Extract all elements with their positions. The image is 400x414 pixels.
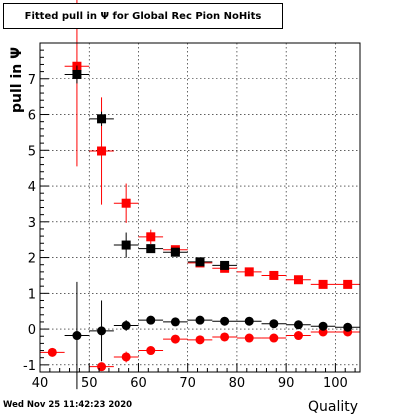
y-tick-label: 7 (28, 73, 36, 88)
y-tick-label: 1 (28, 287, 36, 302)
y-tick-label: -1 (23, 359, 36, 374)
y-tick-label: 5 (28, 144, 36, 159)
square-marker (170, 247, 180, 257)
grid-lines (39, 43, 360, 372)
data-marks (40, 0, 360, 390)
axis-ticks: 40 50 60 70 80 90 100 -1 0 1 2 3 4 5 6 7 (23, 49, 356, 391)
circle-marker (293, 331, 303, 341)
circle-marker (343, 322, 353, 332)
circle-marker (293, 320, 303, 330)
y-tick-label: 0 (28, 323, 36, 338)
square-marker (146, 232, 156, 242)
y-tick-label: 2 (28, 252, 36, 267)
square-marker (293, 275, 303, 285)
circle-marker (244, 316, 254, 326)
circle-marker (97, 326, 107, 336)
square-marker (121, 198, 131, 208)
square-marker (343, 279, 353, 289)
square-marker (72, 69, 82, 79)
square-marker (269, 270, 279, 280)
x-tick-label: 50 (81, 376, 98, 391)
circle-marker (72, 331, 82, 341)
square-marker (318, 279, 328, 289)
circle-marker (121, 352, 131, 362)
y-axis-label: pull in Ψ (9, 47, 25, 113)
circle-marker (146, 315, 156, 325)
square-marker (97, 146, 107, 156)
circle-marker (170, 317, 180, 327)
square-marker (195, 257, 205, 267)
circle-marker (195, 335, 205, 345)
square-marker (97, 114, 107, 124)
square-marker (121, 240, 131, 250)
circle-marker (269, 319, 279, 329)
x-tick-label: 70 (179, 376, 196, 391)
circle-marker (195, 315, 205, 325)
circle-marker (170, 334, 180, 344)
circle-marker (220, 316, 230, 326)
y-tick-label: 4 (28, 180, 36, 195)
circle-marker (146, 346, 156, 356)
square-marker (146, 244, 156, 254)
x-tick-label: 80 (229, 376, 246, 391)
circle-marker (121, 321, 131, 331)
circle-marker (47, 347, 57, 357)
circle-marker (244, 333, 254, 343)
x-tick-label: 40 (32, 376, 49, 391)
chart-title: Fitted pull in Ψ for Global Rec Pion NoH… (3, 3, 283, 29)
circle-marker (269, 333, 279, 343)
x-tick-label: 90 (278, 376, 295, 391)
x-axis-label: Quality (308, 399, 358, 414)
y-tick-label: 3 (28, 216, 36, 231)
square-marker (244, 267, 254, 277)
circle-marker (318, 321, 328, 331)
x-tick-label: 60 (130, 376, 147, 391)
circle-marker (97, 362, 107, 372)
square-marker (220, 260, 230, 270)
y-tick-label: 6 (28, 109, 36, 124)
circle-marker (220, 332, 230, 342)
timestamp-label: Wed Nov 25 11:42:23 2020 (3, 400, 133, 410)
x-tick-label: 100 (323, 376, 348, 391)
